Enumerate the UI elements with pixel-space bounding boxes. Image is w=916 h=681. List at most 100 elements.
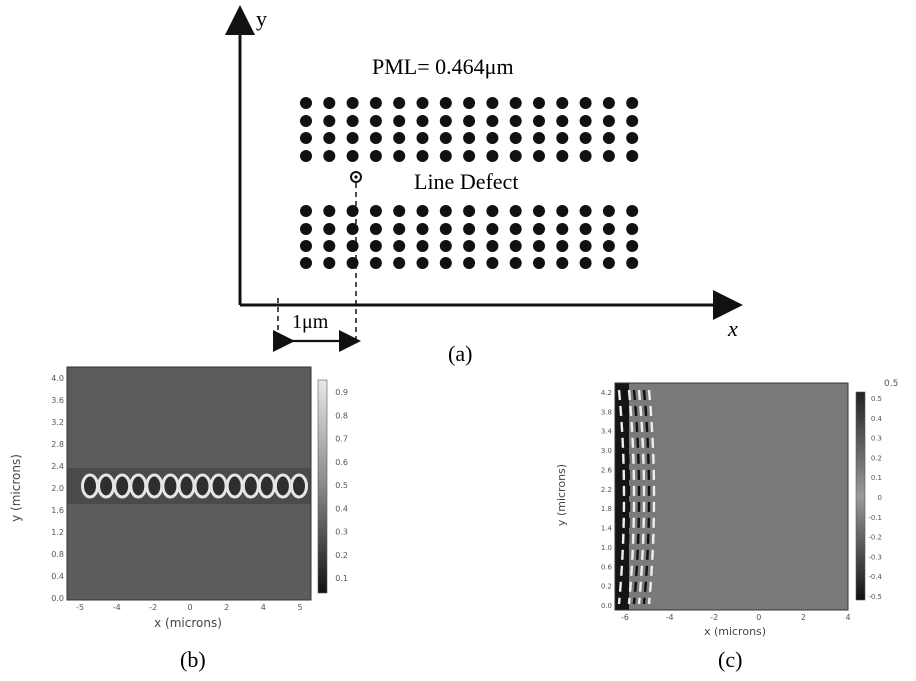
dielectric-rod (323, 97, 336, 109)
y-tick-label: 3.8 (601, 408, 612, 416)
y-tick-label: -0.4 (868, 573, 882, 581)
dielectric-rod (556, 132, 569, 144)
dielectric-rod (579, 97, 592, 109)
dielectric-rod (533, 240, 545, 252)
dielectric-rod (323, 240, 336, 252)
dielectric-rod (393, 240, 406, 252)
dielectric-rod (300, 257, 312, 269)
x-tick-label: -2 (149, 603, 157, 612)
y-tick-label: 0.0 (601, 602, 612, 610)
panel-c-plot-border (614, 382, 849, 611)
y-tick-label: 0.8 (335, 411, 348, 420)
dielectric-rod (556, 257, 569, 269)
y-tick-label: 1.8 (601, 505, 612, 513)
pml-label: PML= 0.464μm (372, 54, 514, 79)
dielectric-rod (346, 132, 359, 144)
y-tick-label: 0.2 (601, 583, 612, 591)
y-tick-label: 0.3 (335, 528, 348, 537)
dielectric-rod (416, 240, 429, 252)
dielectric-rod (486, 257, 499, 269)
wavefronts (615, 383, 656, 610)
panel-b-y-ticks: 4.0 3.6 3.2 2.8 2.4 2.0 1.6 1.2 0.8 0.4 0.0 (51, 374, 64, 603)
dielectric-rod (416, 205, 429, 217)
dielectric-rod (369, 150, 382, 162)
dielectric-rod (463, 115, 476, 127)
dielectric-rod (602, 223, 615, 235)
caption-a: (a) (448, 341, 472, 366)
y-tick-label: 3.0 (601, 447, 612, 455)
y-tick-label: 0.4 (335, 504, 348, 513)
x-tick-label: 4 (845, 613, 850, 622)
dielectric-rod (439, 132, 452, 144)
dielectric-rod (486, 150, 499, 162)
y-tick-label: 1.4 (601, 525, 613, 533)
dielectric-rod (393, 115, 406, 127)
dielectric-rod (626, 205, 639, 217)
y-tick-label: -0.3 (868, 553, 882, 561)
y-tick-label: 0.2 (335, 551, 348, 560)
mode-lobe (241, 473, 260, 499)
dielectric-rod (463, 205, 476, 217)
dielectric-rod (626, 257, 639, 269)
dielectric-rod (346, 115, 359, 127)
dielectric-rod (486, 132, 499, 144)
dielectric-rod (346, 257, 359, 269)
y-tick-label: 0.4 (871, 415, 883, 423)
dielectric-rod (602, 240, 615, 252)
caption-b: (b) (180, 647, 206, 672)
dielectric-rod (509, 223, 522, 235)
dielectric-rod (626, 115, 639, 127)
source-region (615, 383, 629, 610)
dielectric-rod (300, 240, 312, 252)
y-tick-label: 3.4 (601, 428, 613, 436)
y-tick-label: 0.1 (335, 574, 348, 583)
dielectric-rod (369, 240, 382, 252)
mode-lobe (257, 473, 276, 499)
panel-b-colorbar (317, 379, 328, 594)
dielectric-rod (533, 257, 545, 269)
x-tick-label: -5 (76, 603, 84, 612)
dielectric-rod (323, 205, 336, 217)
dielectric-rod (602, 257, 615, 269)
dielectric-rod (579, 257, 592, 269)
x-tick-label: -6 (621, 613, 629, 622)
y-axis-label: y (256, 6, 267, 31)
y-tick-label: 3.6 (51, 396, 64, 405)
dielectric-rod (439, 150, 452, 162)
dielectric-rod (439, 115, 452, 127)
dielectric-rod (509, 257, 522, 269)
panel-c-field-plot: 4.23.83.43.02.62.21.81.41.00.60.20.0 -6-… (555, 379, 898, 672)
dielectric-rod (579, 240, 592, 252)
dielectric-rod (393, 150, 406, 162)
mode-lobe (113, 473, 132, 499)
y-tick-label: 0.7 (335, 435, 348, 444)
waveguide-mode (67, 468, 311, 504)
dielectric-rod (346, 240, 359, 252)
dielectric-rod (439, 240, 452, 252)
dielectric-rod (323, 132, 336, 144)
dielectric-rod (393, 257, 406, 269)
caption-c: (c) (718, 647, 742, 672)
y-tick-label: 0.4 (51, 572, 64, 581)
mode-lobe (273, 473, 292, 499)
dielectric-rod (463, 257, 476, 269)
dielectric-rod (486, 97, 499, 109)
dielectric-rod (393, 223, 406, 235)
dielectric-rod (346, 205, 359, 217)
x-tick-label: 0 (187, 603, 192, 612)
panel-c-plot-area (615, 383, 848, 610)
dielectric-rod (323, 257, 336, 269)
dielectric-rod (369, 223, 382, 235)
x-tick-label: 4 (261, 603, 266, 612)
dielectric-rod (556, 150, 569, 162)
y-tick-label: 0.6 (601, 563, 613, 571)
dielectric-rod (416, 132, 429, 144)
y-tick-label: -0.5 (868, 593, 882, 601)
dielectric-rod (463, 223, 476, 235)
dielectric-rod (579, 205, 592, 217)
y-tick-label: 2.4 (51, 462, 64, 471)
panel-b-x-ticks: -5 -4 -2 0 2 4 5 (76, 603, 303, 612)
dielectric-rod (602, 150, 615, 162)
dielectric-rod (463, 132, 476, 144)
